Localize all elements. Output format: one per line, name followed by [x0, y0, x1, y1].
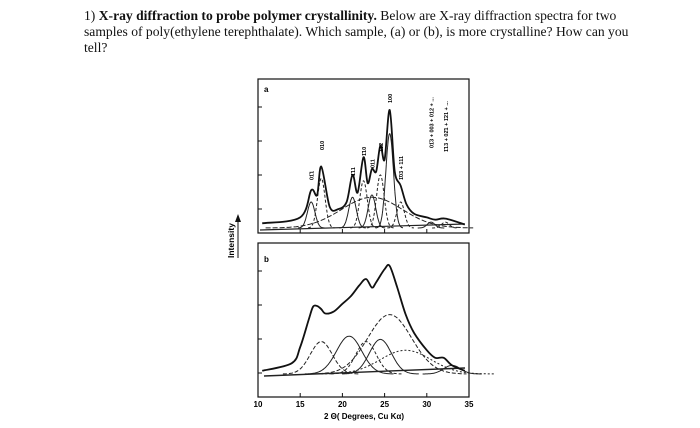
panel-a-peak-fit: [376, 133, 404, 229]
x-tick-label: 10: [254, 400, 263, 409]
peak-label: 1̄13 + 02̄1 + 1̄21 + ...: [444, 101, 450, 152]
peak-label: 01̄3 + 003 + 012 + ...: [430, 97, 436, 148]
panel-a-peak-fit: [339, 196, 366, 229]
x-tick-label: 30: [422, 400, 431, 409]
peak-label: 1̄12: [379, 143, 385, 152]
y-axis-arrowhead: [235, 214, 241, 222]
peak-label: 100: [388, 94, 394, 103]
panel-a-label: a: [264, 85, 269, 94]
panel-a-peak-fit: [307, 177, 335, 229]
y-axis: Intensity: [226, 214, 241, 258]
panel-b-frame: [257, 242, 470, 398]
panel-b-ticks: [257, 270, 470, 397]
question-number: 1): [84, 8, 96, 23]
panel-a-baseline: [259, 223, 466, 231]
peak-label: 1̄03 + 111: [399, 156, 405, 180]
panel-a-peak-fit: [350, 180, 377, 229]
question-body: Below are X-ray diffraction spectra for …: [84, 8, 629, 55]
x-axis-label: 2 Θ( Degrees, Cu Kα): [324, 412, 404, 421]
peak-label: 1̄11: [351, 167, 357, 176]
x-tick-label: 35: [465, 400, 474, 409]
panel-a-peak-fit: [358, 194, 386, 229]
panel-a-peak-fit: [432, 221, 458, 229]
panel-b-fit-curves: [263, 314, 495, 377]
panel-a-fit-curves: [259, 133, 474, 231]
panel-b: b: [257, 242, 495, 398]
peak-label: 010: [320, 141, 326, 150]
question-text: 1) X-ray diffraction to probe polymer cr…: [84, 8, 644, 56]
x-tick-label: 25: [380, 400, 389, 409]
x-axis: 10 15 20 25 30 35: [254, 400, 474, 409]
panel-b-fit: [282, 341, 360, 375]
panel-b-fit: [341, 338, 419, 375]
panel-b-baseline: [263, 367, 466, 377]
x-tick-label: 15: [296, 400, 305, 409]
x-tick-label: 20: [338, 400, 347, 409]
panel-a-total-curve: [262, 109, 466, 226]
peak-label: 1̄10: [362, 147, 368, 156]
panel-b-fit: [304, 335, 394, 375]
panel-a-peak-fit: [297, 201, 325, 229]
panel-b-label: b: [264, 255, 269, 264]
panel-a-frame: [257, 78, 470, 234]
peak-label: 011: [370, 159, 376, 168]
question-title: X-ray diffraction to probe polymer cryst…: [98, 8, 377, 23]
panel-b-fit: [312, 314, 467, 375]
peak-label: 01̄1: [310, 171, 316, 180]
panel-a-peak-fit: [387, 201, 414, 229]
panel-a-ticks: [257, 106, 470, 233]
panel-a-peak-fit: [367, 174, 394, 229]
panel-a-peak-fit: [417, 221, 445, 229]
y-axis-label: Intensity: [226, 223, 236, 258]
panel-b-total-curve: [261, 263, 466, 372]
